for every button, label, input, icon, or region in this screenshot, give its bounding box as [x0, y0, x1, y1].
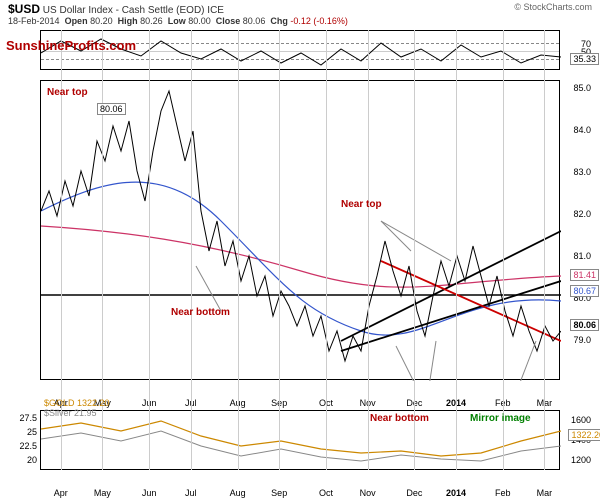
annot-near-bottom-2: Near bottom: [370, 413, 429, 424]
ma50-badge: 80.67: [570, 285, 599, 297]
annot-near-top-1: Near top: [47, 87, 88, 98]
gold-last-badge: 1322.20: [568, 429, 600, 441]
price-inline-badge: 80.06: [97, 103, 126, 115]
annot-near-bottom-1: Near bottom: [171, 307, 230, 318]
close-badge: 80.06: [570, 319, 599, 331]
ticker-name: US Dollar Index - Cash Settle (EOD) ICE: [43, 5, 224, 16]
ticker-symbol: $USD: [8, 2, 40, 16]
xaxis-lower: Apr May Jun Jul Aug Sep Oct Nov Dec 2014…: [40, 470, 560, 484]
ohlc-row: 18-Feb-2014 Open 80.20 High 80.26 Low 80…: [8, 16, 348, 26]
source-label: © StockCharts.com: [514, 2, 592, 12]
rsi-last-badge: 35.33: [570, 53, 599, 65]
ma200-badge: 81.41: [570, 269, 599, 281]
price-svg: [41, 81, 561, 381]
annot-near-top-2: Near top: [341, 199, 382, 210]
watermark: SunshineProfits.com: [6, 38, 136, 53]
lower-legend: $GOLD 1322.20 $Silver 21.95: [44, 398, 110, 418]
price-panel: 85.0 84.0 83.0 82.0 81.0 80.0 79.0 81.41…: [40, 80, 560, 380]
xaxis-main: Apr May Jun Jul Aug Sep Oct Nov Dec 2014…: [40, 380, 560, 394]
annot-mirror: Mirror image: [470, 413, 531, 424]
